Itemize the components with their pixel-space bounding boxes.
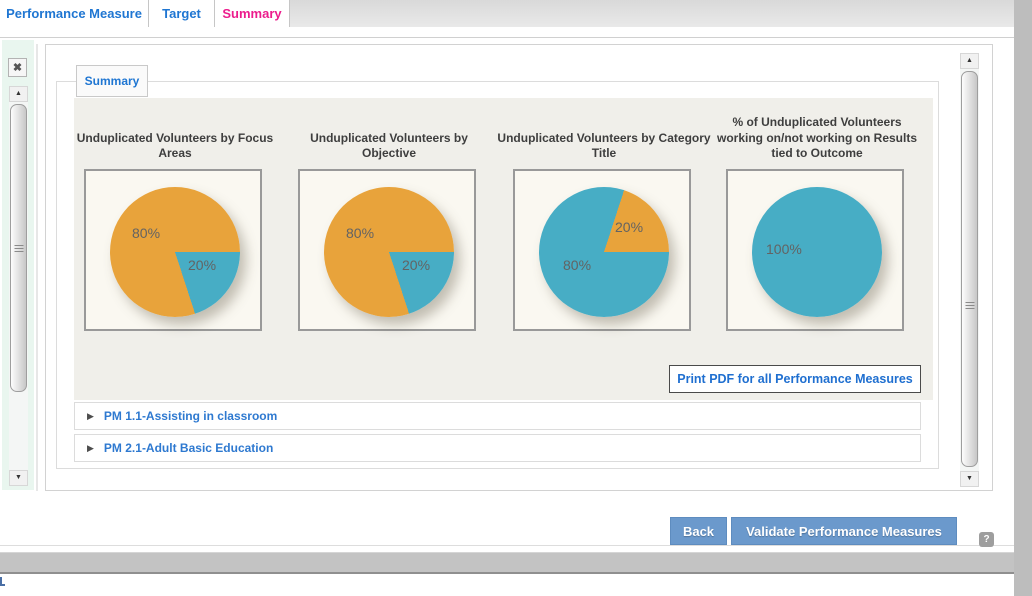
chart-canvas: 100% xyxy=(726,169,904,331)
chart-title: Unduplicated Volunteers by Objective xyxy=(310,130,468,161)
summary-inner-tab[interactable]: Summary xyxy=(76,65,148,97)
right-scrollbar[interactable]: ▲ ▼ xyxy=(960,53,979,487)
pm-row-1-1[interactable]: ▶ PM 1.1-Assisting in classroom xyxy=(74,402,921,430)
chart-title: Unduplicated Volunteers by Category Titl… xyxy=(497,130,711,161)
tab-bar-underline xyxy=(0,37,1014,38)
scroll-up-icon[interactable]: ▲ xyxy=(960,53,979,69)
scroll-up-icon[interactable]: ▲ xyxy=(9,86,28,102)
window-right-gray-strip xyxy=(1014,0,1032,596)
pm-row-2-1[interactable]: ▶ PM 2.1-Adult Basic Education xyxy=(74,434,921,462)
chart-category-title: Unduplicated Volunteers by Category Titl… xyxy=(497,98,711,390)
tab-performance-measure[interactable]: Performance Measure xyxy=(0,0,149,27)
left-scrollbar-thumb[interactable] xyxy=(10,104,27,392)
chart-title: Unduplicated Volunteers by Focus Areas xyxy=(76,130,274,161)
summary-content-panel: Summary Unduplicated Volunteers by Focus… xyxy=(45,44,993,491)
pie-chart: 80% 20% xyxy=(539,187,669,317)
tab-summary-active[interactable]: Summary xyxy=(215,0,290,27)
print-pdf-button[interactable]: Print PDF for all Performance Measures xyxy=(669,365,921,393)
pm-row-label: PM 2.1-Adult Basic Education xyxy=(103,441,274,455)
help-icon[interactable]: ? xyxy=(979,532,994,547)
tab-target[interactable]: Target xyxy=(149,0,215,27)
pie-slice-label: 80% xyxy=(132,225,161,241)
bottom-gray-bar xyxy=(0,552,1014,572)
chart-focus-areas: Unduplicated Volunteers by Focus Areas 8… xyxy=(77,98,273,390)
chart-canvas: 80% 20% xyxy=(298,169,476,331)
bottom-dark-rule xyxy=(0,572,1014,574)
pie-slice-label: 20% xyxy=(188,257,217,273)
chart-canvas: 80% 20% xyxy=(84,169,262,331)
pie-chart: 80% 20% xyxy=(110,187,240,317)
charts-panel: Unduplicated Volunteers by Focus Areas 8… xyxy=(74,98,933,400)
chart-objective: Unduplicated Volunteers by Objective 80%… xyxy=(298,98,480,390)
chart-canvas: 80% 20% xyxy=(513,169,691,331)
footer-divider xyxy=(0,545,1014,546)
expand-arrow-icon[interactable]: ▶ xyxy=(87,442,94,453)
pie-slice-label: 20% xyxy=(615,219,644,235)
back-button[interactable]: Back xyxy=(670,517,727,545)
pie-chart: 80% 20% xyxy=(324,187,454,317)
scrollbar-grip-icon xyxy=(14,245,23,254)
expand-arrow-icon[interactable]: ▶ xyxy=(87,410,94,421)
pie-slice-label: 80% xyxy=(563,257,592,273)
right-scrollbar-thumb[interactable] xyxy=(961,71,978,467)
pm-row-label: PM 1.1-Assisting in classroom xyxy=(103,409,278,423)
pie-slice-label: 80% xyxy=(346,225,375,241)
tab-bar-filler xyxy=(290,0,1014,27)
clipped-link-fragment[interactable] xyxy=(0,577,5,586)
tab-bar: Performance Measure Target Summary xyxy=(0,0,1014,27)
scroll-down-icon[interactable]: ▼ xyxy=(9,470,28,486)
pie-chart: 100% xyxy=(752,187,882,317)
pie-slice-label: 20% xyxy=(402,257,431,273)
scrollbar-grip-icon xyxy=(965,302,974,311)
validate-performance-measures-button[interactable]: Validate Performance Measures xyxy=(731,517,957,545)
left-scrollbar[interactable]: ▲ ▼ xyxy=(9,86,28,486)
chart-results-outcome: % of Unduplicated Volunteers working on/… xyxy=(717,98,917,390)
vertical-divider xyxy=(36,44,38,491)
chart-title: % of Unduplicated Volunteers working on/… xyxy=(717,115,917,161)
scroll-down-icon[interactable]: ▼ xyxy=(960,471,979,487)
close-icon[interactable]: ✖ xyxy=(8,58,27,77)
pie-slice-label: 100% xyxy=(766,241,802,257)
